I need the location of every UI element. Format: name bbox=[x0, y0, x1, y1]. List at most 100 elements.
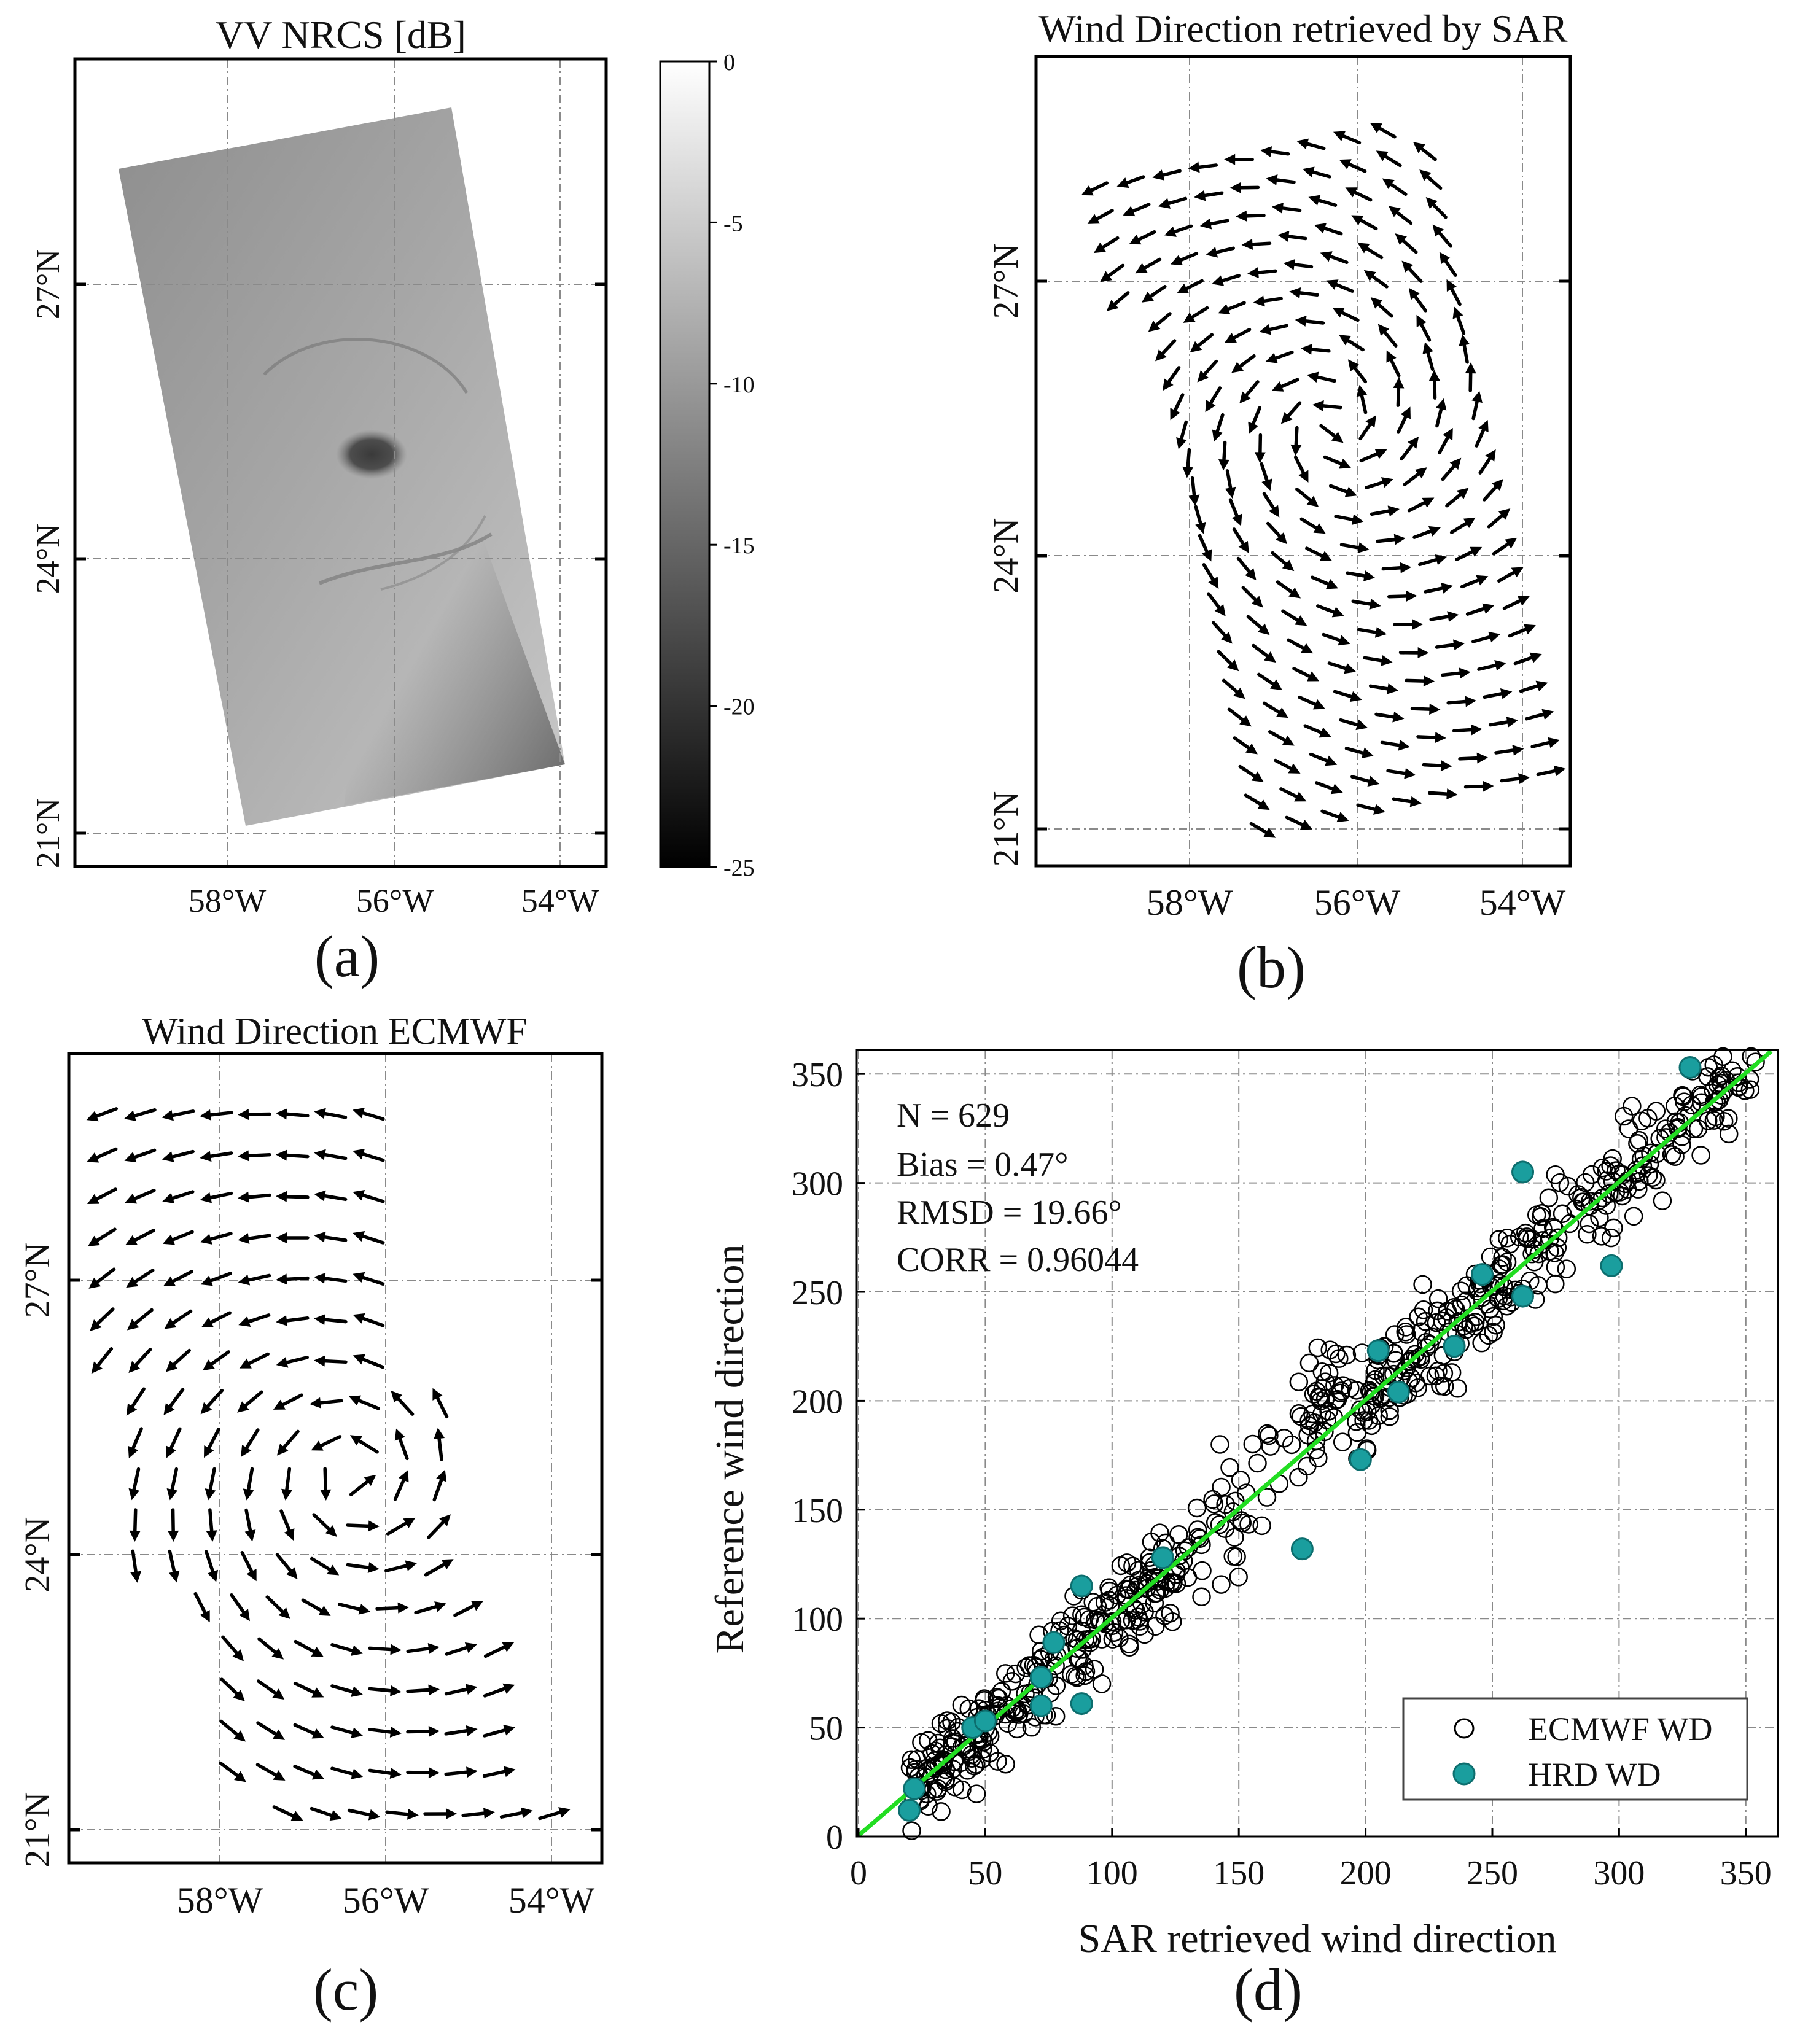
ecmwf-point bbox=[1248, 1453, 1267, 1473]
ecmwf-point bbox=[1156, 1579, 1175, 1598]
wind-arrow-shaft bbox=[499, 1811, 524, 1819]
wind-arrow-head bbox=[1476, 575, 1489, 586]
wind-arrow-shaft bbox=[1225, 469, 1233, 490]
ecmwf-point bbox=[1486, 1276, 1505, 1296]
ecmwf-point bbox=[1155, 1606, 1174, 1625]
wind-arrow-shaft bbox=[384, 1564, 408, 1573]
ecmwf-point bbox=[1465, 1313, 1485, 1332]
ecmwf-point bbox=[1331, 1383, 1350, 1402]
wind-arrow-shaft bbox=[1363, 656, 1384, 663]
wind-arrow-shaft bbox=[1471, 635, 1492, 643]
wind-arrow-head bbox=[1325, 755, 1338, 766]
wind-arrow-shaft bbox=[1238, 354, 1256, 368]
wind-arrow-shaft bbox=[1350, 775, 1371, 783]
wind-arrow-shaft bbox=[1298, 695, 1317, 706]
colorbar-tick-label: -25 bbox=[723, 855, 755, 881]
wind-arrow-shaft bbox=[1300, 517, 1319, 530]
ecmwf-point bbox=[1576, 1173, 1595, 1192]
wind-arrow-shaft bbox=[1173, 224, 1193, 234]
wind-arrow-shaft bbox=[169, 1427, 182, 1450]
wind-arrow-head bbox=[358, 1604, 371, 1615]
wind-arrow-head bbox=[441, 1559, 454, 1569]
ecmwf-point bbox=[1178, 1568, 1198, 1587]
hrd-point bbox=[1600, 1254, 1623, 1277]
wind-arrow-shaft bbox=[1186, 448, 1191, 469]
ecmwf-point bbox=[1258, 1424, 1277, 1444]
wind-arrow-head bbox=[88, 1277, 101, 1289]
ecmwf-point bbox=[1289, 1372, 1309, 1391]
wind-arrow-head bbox=[238, 1316, 251, 1327]
panel-b: Wind Direction retrieved by SAR 27°N 24°… bbox=[986, 7, 1572, 1000]
ecmwf-point bbox=[1075, 1666, 1094, 1685]
wind-arrow-shaft bbox=[1497, 570, 1516, 583]
hrd-point bbox=[1366, 1339, 1390, 1362]
ecmwf-point bbox=[1472, 1333, 1491, 1353]
wind-arrow-head bbox=[1296, 138, 1309, 149]
wind-arrow-shaft bbox=[1217, 650, 1233, 666]
wind-arrow-head bbox=[1412, 142, 1425, 153]
hrd-point bbox=[1070, 1574, 1093, 1598]
wind-arrow-head bbox=[502, 1642, 515, 1652]
wind-arrow-shaft bbox=[1441, 671, 1462, 677]
ecmwf-point bbox=[1646, 1170, 1666, 1190]
wind-arrow-head bbox=[502, 1683, 515, 1694]
wind-arrow-head bbox=[200, 1275, 213, 1286]
wind-arrow-shaft bbox=[1233, 736, 1250, 750]
y-tick-label: 0 bbox=[826, 1819, 843, 1857]
ecmwf-point bbox=[1311, 1391, 1330, 1410]
wind-arrow-shaft bbox=[1271, 551, 1288, 566]
wind-arrow-shaft bbox=[368, 1728, 392, 1734]
hrd-point bbox=[973, 1709, 997, 1733]
wind-arrow-shaft bbox=[1215, 246, 1235, 254]
legend: ECMWF WD HRD WD bbox=[1402, 1697, 1748, 1801]
ecmwf-point bbox=[1549, 1228, 1568, 1248]
wind-arrow-shaft bbox=[206, 1388, 224, 1408]
wind-arrow-shaft bbox=[1525, 712, 1545, 721]
wind-arrow-head bbox=[320, 1489, 332, 1501]
wind-arrow-head bbox=[353, 1108, 365, 1119]
wind-arrow-head bbox=[1205, 400, 1216, 413]
sar-wind-vectors bbox=[1081, 123, 1566, 838]
wind-arrow-shaft bbox=[1315, 375, 1336, 383]
wind-arrow-shaft bbox=[482, 1770, 507, 1778]
wind-arrow-head bbox=[1408, 436, 1419, 449]
wind-arrow-head bbox=[1415, 467, 1427, 479]
ecmwf-point bbox=[1592, 1159, 1612, 1178]
wind-arrow-shaft bbox=[461, 1811, 486, 1817]
ecmwf-point bbox=[1006, 1664, 1026, 1684]
wind-arrow-shaft bbox=[95, 1227, 117, 1243]
wind-arrow-shaft bbox=[1251, 406, 1261, 426]
ecmwf-point bbox=[1016, 1658, 1035, 1677]
ecmwf-point bbox=[1746, 1052, 1765, 1071]
lon-tick-54w: 54°W bbox=[521, 882, 599, 919]
ecmwf-point bbox=[996, 1755, 1015, 1774]
wind-arrow-head bbox=[1367, 775, 1380, 787]
wind-arrow-head bbox=[1446, 279, 1457, 292]
ecmwf-point bbox=[1229, 1568, 1248, 1587]
ecmwf-point bbox=[1597, 1171, 1616, 1190]
wind-arrow-shaft bbox=[220, 1677, 239, 1696]
wind-arrow-head bbox=[276, 1315, 288, 1326]
wind-arrow-head bbox=[1301, 643, 1314, 654]
hrd-point bbox=[1678, 1056, 1702, 1079]
legend-ecmwf-label: ECMWF WD bbox=[1528, 1711, 1713, 1747]
wind-arrow-head bbox=[1428, 526, 1441, 537]
wind-arrow-head bbox=[407, 1808, 419, 1820]
wind-arrow-head bbox=[1264, 651, 1276, 663]
wind-arrow-shaft bbox=[134, 1308, 154, 1325]
hrd-point bbox=[1070, 1692, 1093, 1716]
wind-arrow-head bbox=[1290, 444, 1302, 456]
wind-arrow-head bbox=[1245, 743, 1258, 755]
wind-arrow-head bbox=[1370, 123, 1382, 133]
wind-arrow-shaft bbox=[1292, 263, 1314, 269]
wind-arrow-head bbox=[1188, 494, 1200, 507]
x-tick-label: 300 bbox=[1593, 1854, 1645, 1892]
wind-arrow-shaft bbox=[1089, 181, 1109, 192]
panel-d: 0 50 100 150 200 250 300 350 0 50 100 150 200 250 300 3… bbox=[707, 1047, 1779, 2023]
wind-arrow-head bbox=[1517, 596, 1530, 606]
wind-arrow-head bbox=[162, 1109, 174, 1121]
wind-arrow-head bbox=[1218, 304, 1231, 314]
wind-arrow-shaft bbox=[1460, 578, 1480, 589]
wind-arrow-head bbox=[1400, 406, 1411, 419]
wind-arrow-shaft bbox=[1428, 791, 1449, 796]
